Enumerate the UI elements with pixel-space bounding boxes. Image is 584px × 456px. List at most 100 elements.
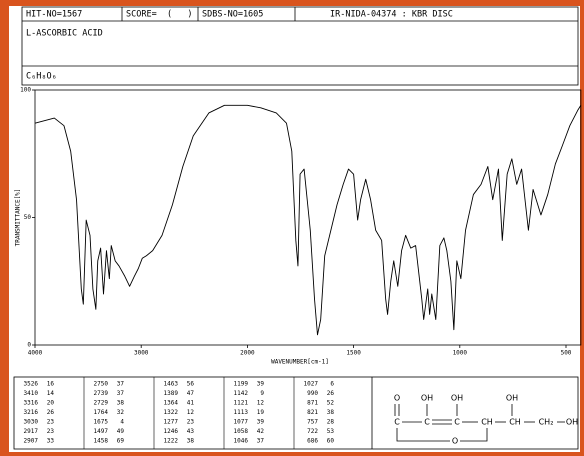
spectrum-line	[34, 104, 582, 336]
y-tick-label: 50	[24, 214, 32, 221]
structure-label: C	[394, 418, 400, 427]
x-axis-label: WAVENUMBER[cm-1]	[271, 359, 329, 366]
structure-label: C	[454, 418, 460, 427]
structure-label: C	[424, 418, 430, 427]
peak-wavenumber: 722	[307, 428, 318, 435]
peak-transmittance: 23	[47, 428, 55, 435]
peak-wavenumber: 1077	[234, 419, 249, 426]
peak-transmittance: 32	[117, 409, 125, 416]
peak-wavenumber: 1222	[164, 438, 179, 445]
peak-wavenumber: 757	[307, 419, 318, 426]
header-box	[21, 6, 579, 86]
peak-wavenumber: 1121	[234, 400, 249, 407]
peak-wavenumber: 1246	[164, 428, 179, 435]
peak-wavenumber: 871	[307, 400, 318, 407]
structure-label: O	[452, 437, 458, 446]
compound-name: L-ASCORBIC ACID	[26, 29, 103, 39]
x-tick-label: 1500	[346, 350, 361, 357]
score: SCORE= ( )	[126, 10, 193, 20]
peak-transmittance: 9	[260, 390, 264, 397]
peak-transmittance: 33	[47, 438, 55, 445]
structure-label: CH	[509, 418, 521, 427]
peak-transmittance: 16	[47, 381, 55, 388]
peak-transmittance: 37	[257, 438, 265, 445]
peak-transmittance: 28	[327, 419, 335, 426]
peak-transmittance: 69	[117, 438, 125, 445]
structure-label: CH	[481, 418, 493, 427]
x-tick-label: 1000	[453, 350, 468, 357]
peak-transmittance: 38	[117, 400, 125, 407]
panel	[9, 6, 580, 452]
structure-label: O	[394, 394, 400, 403]
peak-transmittance: 26	[327, 390, 335, 397]
structure-label: OH	[451, 394, 463, 403]
peak-transmittance: 49	[117, 428, 125, 435]
peak-transmittance: 41	[187, 400, 195, 407]
peak-transmittance: 60	[327, 438, 335, 445]
peak-transmittance: 26	[47, 409, 55, 416]
peak-transmittance: 47	[187, 390, 195, 397]
peak-wavenumber: 2917	[24, 428, 39, 435]
peak-wavenumber: 1764	[94, 409, 109, 416]
peak-transmittance: 39	[257, 381, 265, 388]
peak-wavenumber: 1277	[164, 419, 179, 426]
structure-label: OH	[566, 418, 578, 427]
peak-wavenumber: 1142	[234, 390, 249, 397]
method: IR-NIDA-04374 : KBR DISC	[330, 10, 453, 20]
peak-transmittance: 43	[187, 428, 195, 435]
peak-wavenumber: 686	[307, 438, 318, 445]
peak-wavenumber: 1199	[234, 381, 249, 388]
formula: C₆H₈O₆	[26, 72, 57, 82]
peak-transmittance: 56	[187, 381, 195, 388]
peak-transmittance: 12	[257, 400, 265, 407]
peak-wavenumber: 1027	[304, 381, 319, 388]
x-tick-label: 4000	[28, 350, 43, 357]
peak-transmittance: 4	[120, 419, 124, 426]
y-axis-label: TRANSMITTANCE[%]	[15, 189, 22, 247]
peak-wavenumber: 3216	[24, 409, 39, 416]
peak-transmittance: 19	[257, 409, 265, 416]
peak-transmittance: 37	[117, 390, 125, 397]
peak-transmittance: 38	[327, 409, 335, 416]
peak-transmittance: 20	[47, 400, 55, 407]
peak-transmittance: 53	[327, 428, 335, 435]
peak-wavenumber: 1058	[234, 428, 249, 435]
peak-wavenumber: 1364	[164, 400, 179, 407]
peak-wavenumber: 3526	[24, 381, 39, 388]
structure-label: OH	[506, 394, 518, 403]
peak-transmittance: 39	[257, 419, 265, 426]
peak-wavenumber: 2750	[94, 381, 109, 388]
peak-transmittance: 6	[330, 381, 334, 388]
peak-transmittance: 42	[257, 428, 265, 435]
peak-wavenumber: 1497	[94, 428, 109, 435]
peak-wavenumber: 3316	[24, 400, 39, 407]
peak-wavenumber: 1675	[94, 419, 109, 426]
y-tick-label: 0	[27, 342, 31, 349]
peak-transmittance: 37	[117, 381, 125, 388]
peak-wavenumber: 2907	[24, 438, 39, 445]
x-tick-label: 500	[561, 350, 572, 357]
peak-transmittance: 23	[47, 419, 55, 426]
peak-wavenumber: 2729	[94, 400, 109, 407]
peak-transmittance: 14	[47, 390, 55, 397]
peak-wavenumber: 1046	[234, 438, 249, 445]
table-box	[13, 376, 579, 450]
x-tick-label: 2000	[240, 350, 255, 357]
sdbs-no: SDBS-NO=1605	[202, 10, 263, 20]
peak-wavenumber: 2739	[94, 390, 109, 397]
structure-label: OH	[421, 394, 433, 403]
peak-wavenumber: 1458	[94, 438, 109, 445]
peak-wavenumber: 1463	[164, 381, 179, 388]
x-tick-label: 3000	[134, 350, 149, 357]
peak-wavenumber: 990	[307, 390, 318, 397]
peak-transmittance: 23	[187, 419, 195, 426]
peak-transmittance: 52	[327, 400, 335, 407]
peak-wavenumber: 1389	[164, 390, 179, 397]
peak-wavenumber: 1113	[234, 409, 249, 416]
peak-wavenumber: 821	[307, 409, 318, 416]
peak-wavenumber: 3410	[24, 390, 39, 397]
hit-no: HIT-NO=1567	[26, 10, 82, 20]
structure-bonds	[394, 404, 565, 442]
peak-wavenumber: 1322	[164, 409, 179, 416]
